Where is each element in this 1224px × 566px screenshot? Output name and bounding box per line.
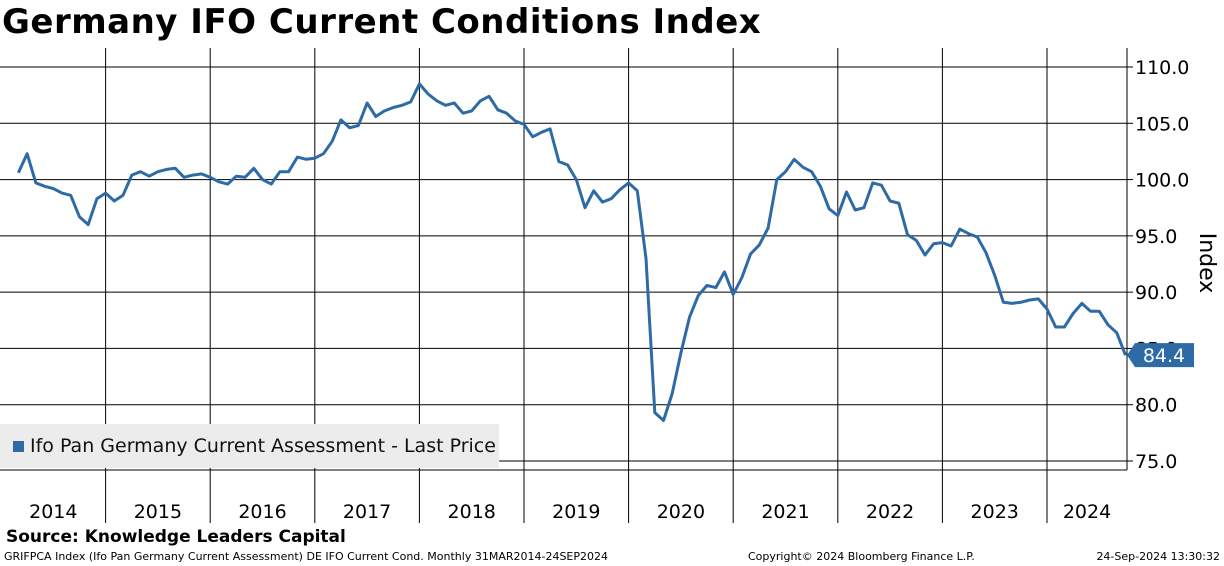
y-tick-label: 95.0 xyxy=(1135,226,1177,248)
y-tick-label: 100.0 xyxy=(1135,170,1189,192)
axes xyxy=(0,48,1133,471)
x-tick-label: 2022 xyxy=(866,501,914,523)
chart-title: Germany IFO Current Conditions Index xyxy=(2,2,762,42)
footer-description: GRIFPCA Index (Ifo Pan Germany Current A… xyxy=(4,550,609,563)
y-tick-label: 80.0 xyxy=(1135,395,1177,417)
footer-copyright: Copyright© 2024 Bloomberg Finance L.P. xyxy=(748,550,975,563)
x-tick-label: 2020 xyxy=(657,501,705,523)
last-value-label-group: 84.4 xyxy=(1127,343,1194,368)
y-axis-label: Index xyxy=(1194,233,1219,294)
y-tick-label: 90.0 xyxy=(1135,282,1177,304)
legend-swatch xyxy=(13,440,24,452)
footer-timestamp: 24-Sep-2024 13:30:32 xyxy=(1096,550,1220,563)
x-tick-label: 2017 xyxy=(343,501,391,523)
x-tick-label: 2018 xyxy=(448,501,496,523)
legend-label: Ifo Pan Germany Current Assessment - Las… xyxy=(30,435,496,457)
x-tick-label: 2016 xyxy=(238,501,286,523)
series-line xyxy=(17,82,1127,422)
x-tick-label: 2019 xyxy=(552,501,600,523)
x-tick-label: 2024 xyxy=(1063,501,1111,523)
last-value-tag xyxy=(1127,343,1194,368)
x-tick-labels: 2014 2015 2016 2017 2018 2019 2020 2021 2022 2023… xyxy=(29,501,1111,523)
y-tick-label: 110.0 xyxy=(1135,57,1189,79)
x-tick-label: 2021 xyxy=(761,501,809,523)
series-layer xyxy=(17,82,1127,422)
x-tick-label: 2023 xyxy=(971,501,1019,523)
y-tick-label: 105.0 xyxy=(1135,113,1189,135)
x-tick-label: 2015 xyxy=(134,501,182,523)
y-tick-label: 75.0 xyxy=(1135,451,1177,473)
legend: Ifo Pan Germany Current Assessment - Las… xyxy=(0,424,499,468)
source-note: Source: Knowledge Leaders Capital xyxy=(6,527,346,547)
horizontal-gridlines xyxy=(0,66,1127,462)
x-tick-label: 2014 xyxy=(29,501,77,523)
last-value-label: 84.4 xyxy=(1143,345,1185,367)
